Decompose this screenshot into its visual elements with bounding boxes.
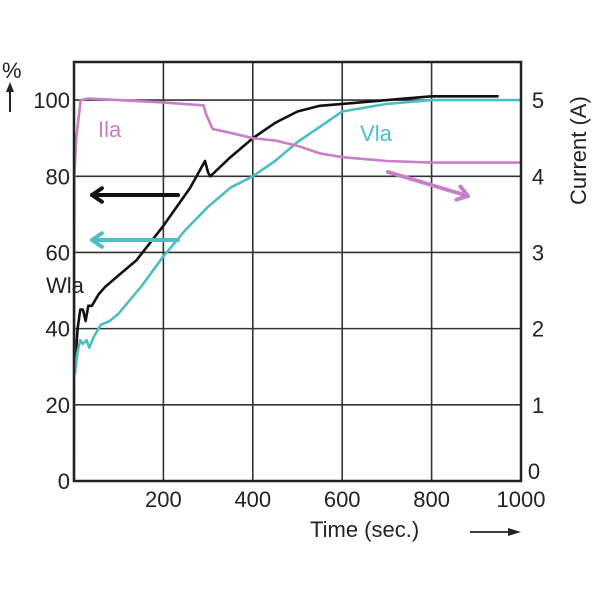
y-axis-up-arrow: [6, 82, 14, 112]
x-tick-label: 200: [145, 487, 182, 512]
grid: [74, 62, 521, 481]
series-label-sub: la: [67, 273, 85, 298]
series-layer: [72, 95, 521, 482]
y-left-tick-label: 20: [46, 393, 70, 418]
series-label-wla: Wla: [46, 273, 85, 298]
y-left-tick-label: 80: [46, 164, 70, 189]
series-label-main: I: [98, 117, 104, 142]
y-right-tick-label: 1: [532, 393, 544, 418]
series-label-main: W: [46, 273, 67, 298]
series-line-wla: [73, 95, 499, 371]
plot-frame: [72, 60, 523, 483]
arrow-v-left-icon: [90, 231, 180, 249]
arrow-i-right-icon: [386, 170, 470, 202]
series-label-main: V: [360, 121, 375, 146]
x-axis-right-arrow: [470, 528, 521, 536]
series-label-sub: la: [375, 121, 393, 146]
y-right-tick-label: 3: [532, 240, 544, 265]
x-tick-label: 1000: [497, 487, 546, 512]
series-label-vla: Vla: [360, 121, 393, 146]
y-left-tick-label: 0: [58, 469, 70, 494]
x-tick-label: 600: [324, 487, 361, 512]
series-label-ila: Ila: [98, 117, 122, 142]
series-line-vla: [73, 98, 521, 375]
annotation-arrows: [90, 170, 470, 249]
x-tick-label: 400: [234, 487, 271, 512]
y-right-tick-label: 2: [532, 317, 544, 342]
y-right-tick-label: 4: [532, 164, 544, 189]
x-tick-label: 800: [413, 487, 450, 512]
y-axis-left-label: %: [2, 58, 22, 83]
y-axis-right-label: Current (A): [566, 96, 591, 205]
arrow-w-left-icon: [90, 186, 180, 204]
y-left-tick-label: 100: [33, 88, 70, 113]
y-left-tick-label: 40: [46, 317, 70, 342]
series-line-ila: [72, 97, 521, 482]
y-right-tick-label: 0: [528, 459, 540, 484]
series-label-sub: la: [104, 117, 122, 142]
x-axis-label: Time (sec.): [310, 517, 419, 542]
y-right-tick-label: 5: [532, 88, 544, 113]
y-left-tick-label: 60: [46, 240, 70, 265]
